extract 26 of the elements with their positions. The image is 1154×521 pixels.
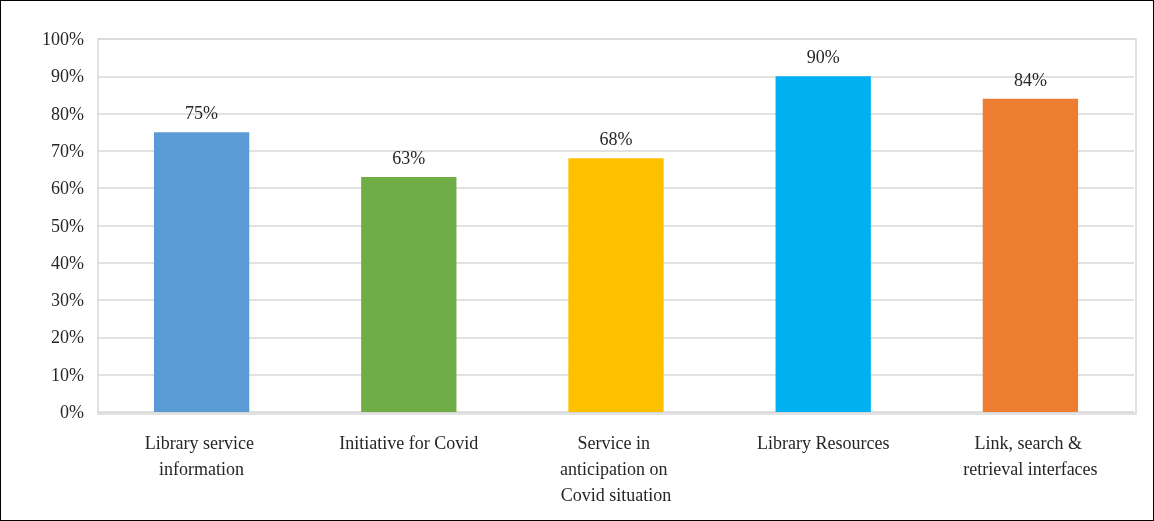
x-tick-label: Library Resources bbox=[756, 433, 890, 453]
y-tick-label: 50% bbox=[51, 215, 84, 236]
data-label: 68% bbox=[599, 129, 633, 150]
bar bbox=[568, 158, 664, 412]
data-label: 63% bbox=[392, 148, 426, 169]
y-tick-label: 60% bbox=[51, 178, 84, 199]
x-tick-label: Service in anticipation on Covid situation bbox=[560, 433, 672, 505]
x-tick-label: Library service information bbox=[144, 433, 259, 479]
y-tick-label: 0% bbox=[60, 402, 84, 422]
data-label: 84% bbox=[1013, 69, 1047, 90]
bar bbox=[775, 76, 871, 412]
y-tick-label: 20% bbox=[51, 327, 84, 348]
y-tick-label: 10% bbox=[51, 364, 84, 385]
y-tick-label: 80% bbox=[51, 103, 84, 124]
y-tick-label: 90% bbox=[51, 66, 84, 87]
x-tick-label: Link, search & retrieval interfaces bbox=[963, 433, 1098, 479]
y-tick-label: 70% bbox=[51, 140, 84, 161]
data-label: 75% bbox=[185, 103, 219, 124]
bar bbox=[361, 177, 457, 412]
y-tick-label: 30% bbox=[51, 290, 84, 311]
bar bbox=[982, 98, 1079, 412]
x-tick-label: Initiative for Covid bbox=[339, 433, 479, 453]
bar bbox=[153, 132, 250, 412]
y-tick-label: 40% bbox=[51, 252, 84, 273]
y-tick-label: 100% bbox=[42, 29, 84, 49]
data-label: 90% bbox=[806, 47, 840, 68]
